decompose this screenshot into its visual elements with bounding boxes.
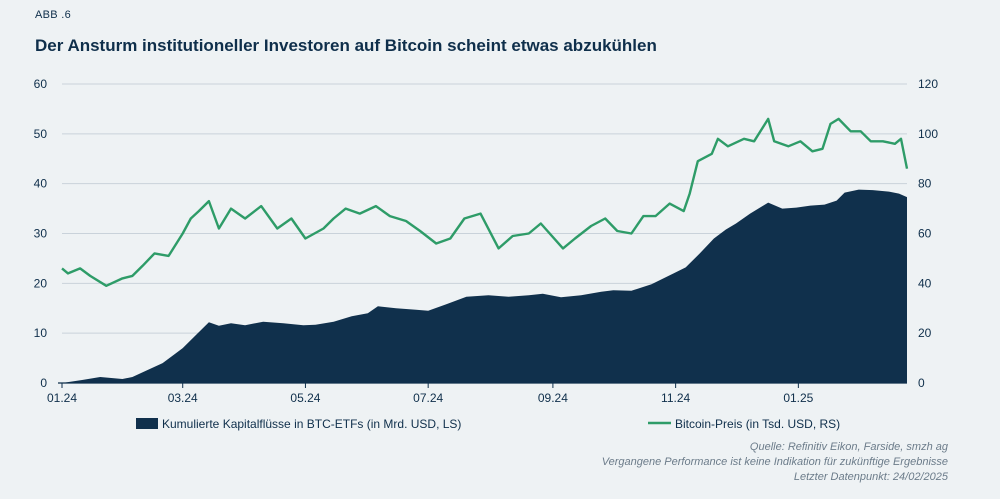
- legend-label-etf-flows: Kumulierte Kapitalflüsse in BTC-ETFs (in…: [162, 417, 461, 431]
- y-left-tick-label: 20: [34, 276, 48, 290]
- legend: Kumulierte Kapitalflüsse in BTC-ETFs (in…: [136, 417, 840, 431]
- x-tick-label: 03.24: [168, 391, 198, 405]
- y-right-tick-label: 120: [918, 77, 938, 91]
- y-left-tick-label: 30: [34, 227, 48, 241]
- x-tick-label: 05.24: [290, 391, 320, 405]
- legend-label-bitcoin-price: Bitcoin-Preis (in Tsd. USD, RS): [675, 417, 840, 431]
- disclaimer-line: Vergangene Performance ist keine Indikat…: [601, 456, 948, 468]
- last-datapoint-line: Letzter Datenpunkt: 24/02/2025: [793, 471, 948, 483]
- etf-flows-area: [62, 189, 907, 383]
- y-right-tick-label: 20: [918, 326, 932, 340]
- legend-swatch-etf-flows: [136, 418, 158, 429]
- y-left-tick-label: 10: [34, 326, 48, 340]
- area-series-group: [62, 189, 907, 383]
- bitcoin-price-line: [61, 117, 909, 287]
- source-notes: Quelle: Refinitiv Eikon, Farside, smzh a…: [602, 440, 948, 485]
- y-left-tick-label: 40: [34, 177, 48, 191]
- y-left-tick-label: 60: [34, 77, 48, 91]
- y-left-tick-label: 0: [40, 376, 47, 390]
- source-line: Quelle: Refinitiv Eikon, Farside, smzh a…: [749, 441, 948, 453]
- axes-group: [58, 382, 907, 388]
- y-right-tick-label: 0: [918, 376, 925, 390]
- x-tick-label: 01.25: [783, 391, 813, 405]
- x-tick-label: 11.24: [661, 391, 690, 405]
- x-tick-label: 09.24: [538, 391, 568, 405]
- y-left-tick-label: 50: [34, 127, 48, 141]
- figure-label: ABB .6: [35, 9, 72, 21]
- x-tick-label: 01.24: [47, 391, 77, 405]
- x-tick-label: 07.24: [413, 391, 443, 405]
- y-right-tick-label: 80: [918, 177, 932, 191]
- y-right-tick-label: 100: [918, 127, 938, 141]
- line-series-group: [61, 117, 909, 287]
- chart-title: Der Ansturm institutioneller Investoren …: [35, 36, 657, 55]
- tick-labels-group: 0 10 20 30 40 50 60 0 20 40 60 80 100 120 01.24 03.24 05…: [34, 77, 939, 405]
- y-right-tick-label: 40: [918, 276, 932, 290]
- y-right-tick-label: 60: [918, 227, 932, 241]
